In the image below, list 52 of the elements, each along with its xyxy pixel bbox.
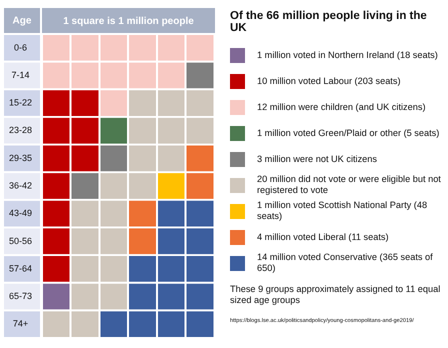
bar — [43, 200, 71, 226]
bar — [157, 200, 215, 226]
text: These 9 groups approximately assigned to 11 equal sized age groups — [230, 284, 442, 306]
bar — [99, 173, 158, 199]
y-tick-label: 57-64 — [8, 263, 32, 274]
bar — [43, 284, 71, 310]
bar — [128, 118, 215, 144]
legend-label: 14 million voted Conservative (365 seats of 650) — [257, 252, 434, 274]
y-tick-label: 50-56 — [8, 236, 32, 246]
bar — [43, 90, 100, 116]
legend-label: 10 million voted Labour (203 seats) — [257, 76, 401, 86]
bar — [186, 173, 214, 199]
legend-label: 12 million were children (and UK citizens) — [257, 102, 426, 112]
y-tick-label: 74+ — [12, 318, 28, 329]
bar — [128, 200, 158, 226]
bar — [43, 173, 71, 199]
y-tick-label: 29-35 — [8, 152, 32, 163]
bar — [128, 146, 186, 172]
legend-label: 4 million voted Liberal (11 seats) — [257, 232, 389, 242]
x-axis-title: 1 square is 1 million people — [63, 16, 194, 27]
bar — [70, 173, 100, 199]
bar — [70, 228, 128, 254]
legend-label: 1 million voted in Northern Ireland (18 seats) — [257, 50, 438, 60]
y-tick-label: 15-22 — [8, 98, 32, 108]
bar — [43, 311, 100, 338]
bar — [43, 34, 215, 61]
bar — [128, 228, 158, 254]
y-tick-label: 43-49 — [8, 208, 32, 218]
bar — [186, 62, 215, 88]
legend-label: 1 million voted Green/Plaid or other (5 seats) — [257, 128, 440, 138]
y-axis-title: Age — [12, 15, 32, 26]
legend-label: 1 million voted Scottish National Party (48 seats) — [257, 200, 428, 222]
bar — [43, 256, 71, 282]
bar — [43, 228, 71, 254]
y-tick-label: 65-73 — [8, 291, 32, 302]
bar — [100, 118, 128, 144]
bar — [43, 118, 100, 144]
y-tick-label: 0-6 — [14, 42, 27, 52]
bar — [100, 146, 128, 172]
y-tick-label: 23-28 — [8, 125, 32, 136]
bar — [70, 200, 128, 226]
bar — [43, 146, 100, 172]
bar — [186, 146, 215, 172]
legend-title: Of the 66 million people living in the UK — [230, 10, 428, 34]
bar — [157, 173, 186, 199]
legend-label: 20 million did not vote or were eligible but not registered to vote — [257, 174, 442, 196]
y-tick-label: 7-14 — [11, 70, 30, 80]
bar — [128, 90, 215, 116]
legend-label: 3 million were not UK citizens — [257, 154, 377, 164]
y-tick-label: 36-42 — [8, 180, 32, 190]
bar — [100, 311, 215, 338]
bar — [157, 228, 215, 254]
